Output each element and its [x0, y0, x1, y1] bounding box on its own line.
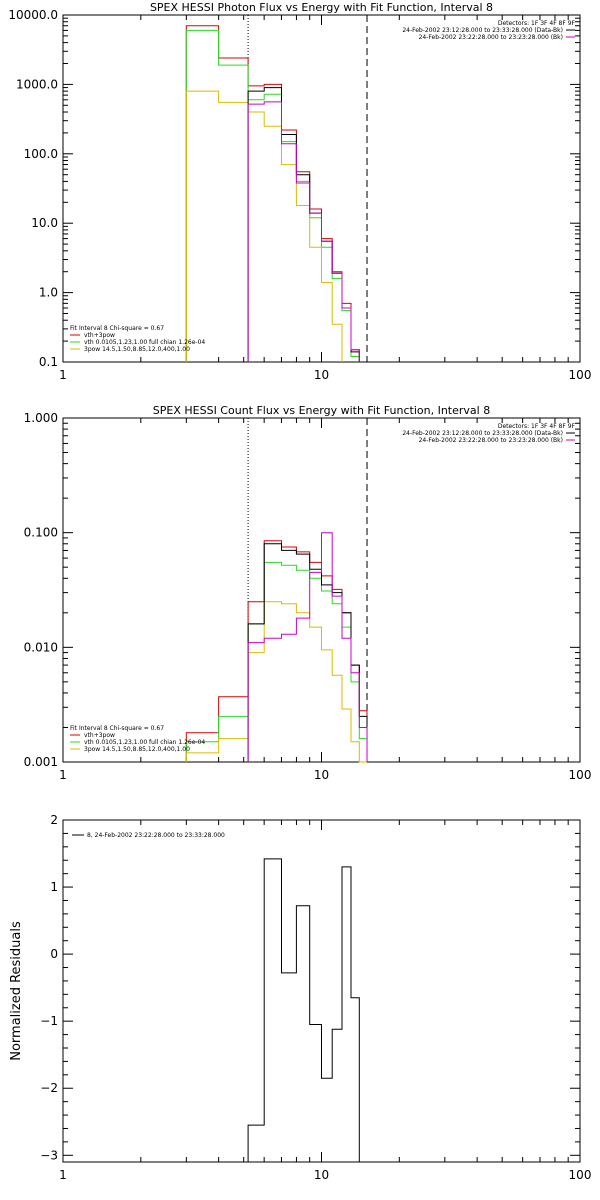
- legend-text: 24-Feb-2002 23:22:28.000 to 23:23:28.000…: [419, 437, 563, 444]
- series-line-green: [185, 29, 360, 362]
- y-tick-label: 10.0: [31, 216, 58, 230]
- legend-text: 24-Feb-2002 23:12:28.000 to 23:33:28.000…: [402, 27, 563, 34]
- fit-info-text: Fit Interval 8 Chi-square = 0.67: [70, 725, 164, 732]
- chart-panel-3: 1 10 100 −3 −2 −1 0 1 2 Normalized Residuals 8, 24…: [9, 813, 591, 1182]
- x-tick-label: 10: [314, 368, 329, 382]
- y-tick-label: 100.0: [24, 147, 58, 161]
- x-tick-label: 1: [59, 1168, 67, 1182]
- y-tick-label: 1.0: [39, 286, 58, 300]
- x-tick-label: 10: [314, 1168, 329, 1182]
- y-tick-label: 0: [50, 947, 58, 961]
- y-tick-label: 2: [50, 813, 58, 827]
- series-line-black: [247, 858, 360, 1162]
- x-tick-label: 1: [59, 368, 67, 382]
- fit-info-text: vth+3pow: [84, 332, 115, 339]
- y-tick-label: 1000.0: [16, 77, 58, 91]
- y-tick-label: 1: [50, 880, 58, 894]
- series-line-yellow: [185, 90, 343, 362]
- series-line-black: [247, 543, 368, 762]
- x-tick-label: 10: [314, 768, 329, 782]
- x-tick-label: 100: [569, 368, 592, 382]
- chart-title: SPEX HESSI Photon Flux vs Energy with Fi…: [150, 1, 493, 14]
- y-tick-label: 0.1: [39, 355, 58, 369]
- legend-text: Detectors: 1F 3F 4F 8F 9F: [498, 423, 576, 430]
- fit-info-text: 3pow 14.5,1.50,8.85,12.0,400,1.00: [84, 346, 190, 353]
- y-tick-label: −2: [40, 1081, 58, 1095]
- fit-info-text: vth 0.0105,1.23,1.00 full chian 1.26e-04: [84, 339, 205, 346]
- fit-info-text: 3pow 14.5,1.50,8.85,12.0,400,1.00: [84, 746, 190, 753]
- series-line-magenta: [247, 101, 360, 362]
- fit-info-text: vth 0.0105,1.23,1.00 full chian 1.26e-04: [84, 739, 205, 746]
- y-tick-label: 0.001: [24, 755, 58, 769]
- fit-info-text: vth+3pow: [84, 732, 115, 739]
- legend-text: 24-Feb-2002 23:12:28.000 to 23:33:28.000…: [402, 430, 563, 437]
- chart-panel-2: SPEX HESSI Count Flux vs Energy with Fit…: [24, 404, 592, 782]
- series-line-red: [185, 25, 360, 362]
- legend-text: 8, 24-Feb-2002 23:22:28.000 to 23:33:28.…: [87, 832, 225, 839]
- chart-title: SPEX HESSI Count Flux vs Energy with Fit…: [153, 404, 490, 417]
- x-tick-label: 1: [59, 768, 67, 782]
- y-tick-label: 0.010: [24, 640, 58, 654]
- y-axis-label: Normalized Residuals: [9, 921, 24, 1061]
- legend-text: Detectors: 1F 3F 4F 8F 9F: [498, 20, 576, 27]
- chart-panel-1: SPEX HESSI Photon Flux vs Energy with Fi…: [8, 1, 591, 382]
- x-tick-label: 100: [569, 1168, 592, 1182]
- y-tick-label: −3: [40, 1148, 58, 1162]
- y-tick-label: −1: [40, 1014, 58, 1028]
- series-line-magenta: [247, 532, 368, 762]
- fit-info-text: Fit Interval 8 Chi-square = 0.67: [70, 325, 164, 332]
- y-tick-label: 10000.0: [8, 8, 58, 22]
- y-tick-label: 1.000: [24, 411, 58, 425]
- legend-text: 24-Feb-2002 23:22:28.000 to 23:23:28.000…: [419, 34, 563, 41]
- y-tick-label: 0.100: [24, 526, 58, 540]
- x-tick-label: 100: [569, 768, 592, 782]
